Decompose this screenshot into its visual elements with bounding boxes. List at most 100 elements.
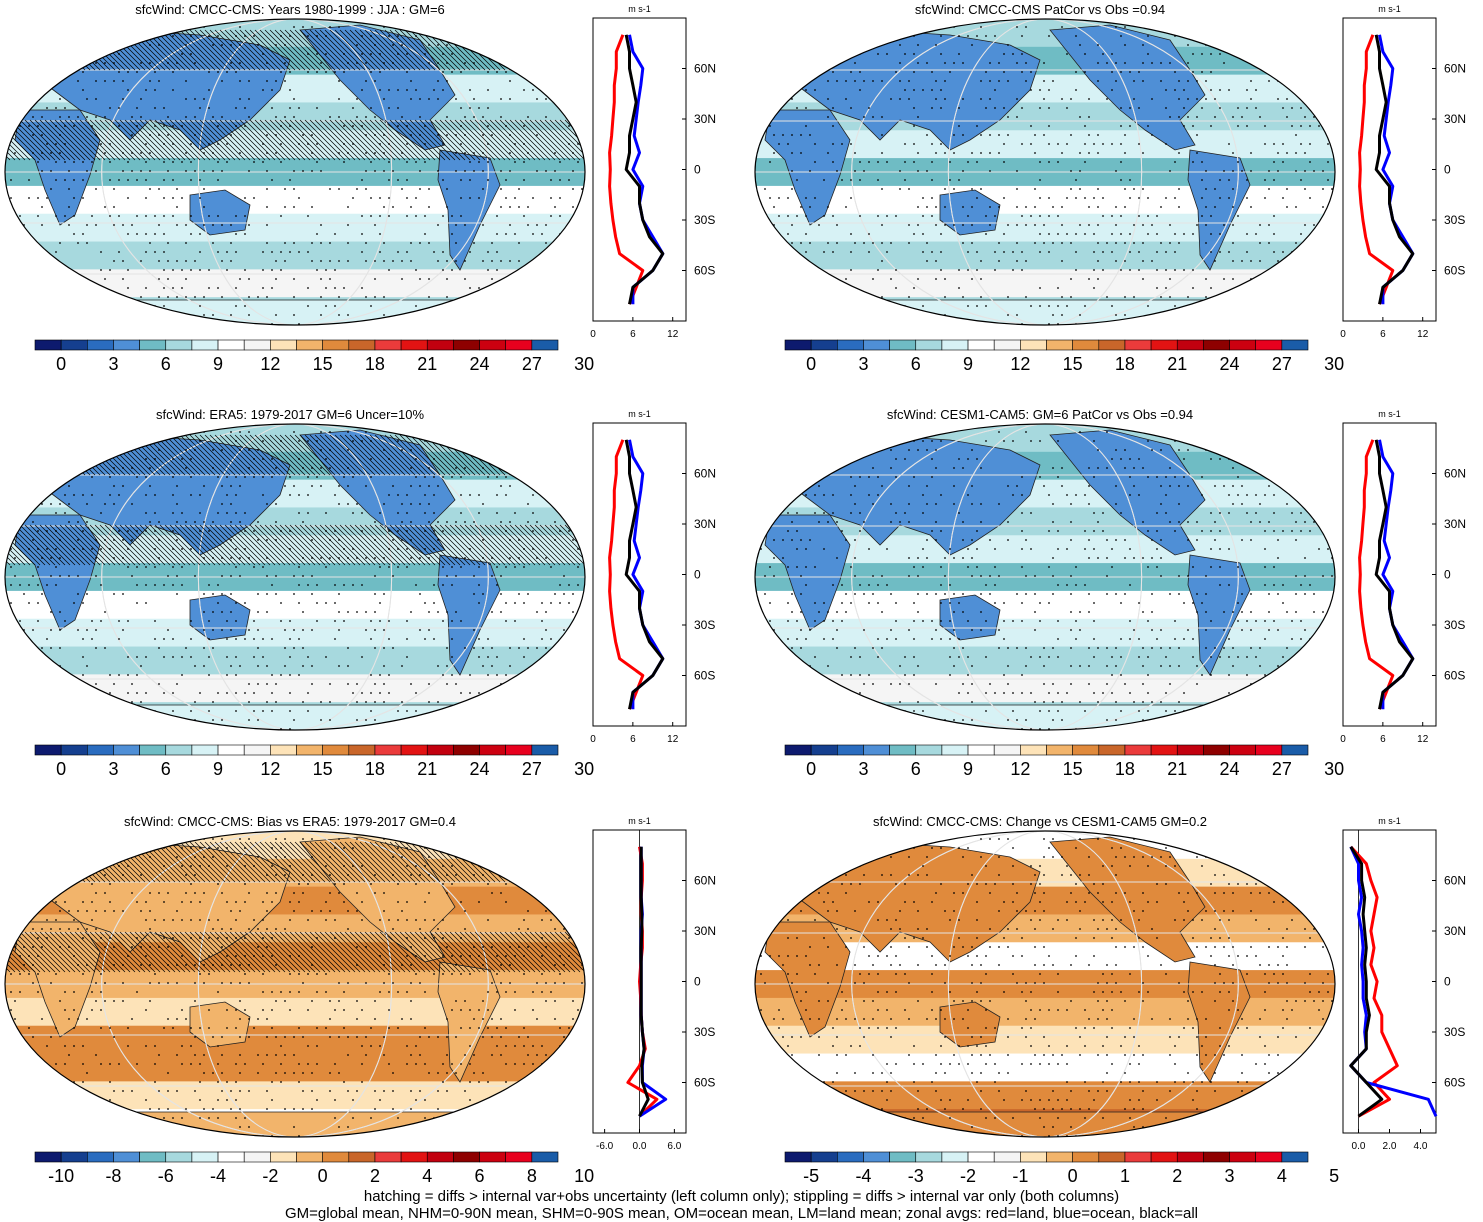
colorbar-tick-label: 27: [522, 354, 542, 374]
colorbar-segment: [244, 340, 270, 350]
zonal-lat-tick-label: 0: [694, 568, 701, 582]
colorbar-tick-label: 3: [858, 354, 868, 374]
zonal-lat-tick-label: 0: [694, 975, 701, 989]
colorbar-segment: [837, 745, 863, 755]
colorbar-tick-label: 0: [56, 354, 66, 374]
colorbar-segment: [506, 745, 532, 755]
colorbar-tick-label: 27: [522, 759, 542, 779]
colorbar-segment: [480, 745, 506, 755]
colorbar-segment: [1177, 745, 1203, 755]
zonal-lat-tick-label: 60N: [1444, 874, 1466, 888]
colorbar-segment: [270, 1152, 296, 1162]
colorbar-tick-label: 10: [574, 1166, 594, 1186]
zonal-x-tick-label: 0: [590, 734, 596, 745]
zonal-x-tick-label: 6: [1380, 734, 1386, 745]
colorbar-segment: [994, 1152, 1020, 1162]
colorbar-segment: [166, 745, 192, 755]
colorbar-tick-label: 2: [370, 1166, 380, 1186]
colorbar-segment: [837, 1152, 863, 1162]
colorbar-segment: [1020, 745, 1046, 755]
zonal-lat-tick-label: 60S: [694, 669, 715, 683]
zonal-x-tick-label: 12: [1417, 734, 1429, 745]
colorbar-segment: [61, 340, 87, 350]
zonal-lat-tick-label: 60S: [694, 1076, 715, 1090]
colorbar-segment: [1151, 745, 1177, 755]
colorbar-segment: [323, 1152, 349, 1162]
colorbar-segment: [480, 1152, 506, 1162]
colorbar-segment: [1125, 340, 1151, 350]
colorbar-segment: [785, 745, 811, 755]
colorbar-segment: [968, 1152, 994, 1162]
world-map: [0, 424, 625, 735]
colorbar-tick-label: 9: [213, 354, 223, 374]
world-map: [0, 831, 625, 1142]
colorbar-tick-label: 0: [318, 1166, 328, 1186]
colorbar-tick-label: 3: [858, 759, 868, 779]
colorbar-segment: [323, 745, 349, 755]
colorbar-segment: [453, 745, 479, 755]
zonal-units-label: m s-1: [628, 409, 651, 419]
colorbar-tick-label: 27: [1272, 759, 1292, 779]
zonal-lat-tick-label: 0: [1444, 163, 1451, 177]
colorbar-segment: [1151, 1152, 1177, 1162]
zonal-lat-tick-label: 60S: [1444, 264, 1465, 278]
colorbar-tick-label: -10: [48, 1166, 74, 1186]
zonal-lat-tick-label: 30S: [1444, 213, 1465, 227]
zonal-lat-tick-label: 60N: [1444, 62, 1466, 76]
colorbar-tick-label: 18: [1115, 354, 1135, 374]
panel-5: sfcWind: CMCC-CMS: Bias vs ERA5: 1979-20…: [0, 812, 740, 1217]
zonal-lat-tick-label: 60N: [1444, 467, 1466, 481]
zonal-lat-tick-label: 30S: [1444, 618, 1465, 632]
map-band: [755, 186, 1335, 215]
colorbar-tick-label: 30: [1324, 759, 1344, 779]
map-band: [5, 591, 585, 620]
colorbar-segment: [1256, 1152, 1282, 1162]
colorbar-segment: [1177, 1152, 1203, 1162]
colorbar-segment: [270, 340, 296, 350]
colorbar-segment: [1047, 340, 1073, 350]
zonal-lat-tick-label: 30N: [694, 517, 716, 531]
colorbar-segment: [994, 745, 1020, 755]
colorbar-segment: [375, 1152, 401, 1162]
colorbar-segment: [1177, 340, 1203, 350]
colorbar-segment: [427, 1152, 453, 1162]
colorbar-tick-label: 15: [1063, 759, 1083, 779]
colorbar-tick-label: 4: [1277, 1166, 1287, 1186]
colorbar-tick-label: -4: [855, 1166, 871, 1186]
colorbar-tick-label: 5: [1329, 1166, 1339, 1186]
colorbar-segment: [837, 340, 863, 350]
colorbar-tick-label: -2: [960, 1166, 976, 1186]
colorbar-segment: [192, 745, 218, 755]
colorbar-segment: [297, 1152, 323, 1162]
panel-1: sfcWind: CMCC-CMS: Years 1980-1999 : JJA…: [0, 0, 740, 405]
colorbar-segment: [1125, 1152, 1151, 1162]
colorbar-segment: [968, 745, 994, 755]
map-band: [5, 1054, 585, 1083]
colorbar-segment: [35, 745, 61, 755]
zonal-lat-tick-label: 30N: [694, 924, 716, 938]
colorbar-tick-label: 24: [470, 354, 490, 374]
colorbar-tick-label: 6: [161, 354, 171, 374]
zonal-lat-tick-label: 60S: [1444, 1076, 1465, 1090]
colorbar-tick-label: 15: [1063, 354, 1083, 374]
map-band: [5, 19, 585, 48]
colorbar-segment: [863, 1152, 889, 1162]
footer-line-2: GM=global mean, NHM=0-90N mean, SHM=0-90…: [0, 1205, 1483, 1222]
colorbar-segment: [1073, 745, 1099, 755]
colorbar-segment: [811, 745, 837, 755]
colorbar-segment: [506, 1152, 532, 1162]
colorbar-tick-label: 30: [574, 759, 594, 779]
colorbar-tick-label: -6: [158, 1166, 174, 1186]
zonal-lat-tick-label: 30S: [694, 213, 715, 227]
zonal-x-tick-label: 0: [590, 329, 596, 340]
panel-4: sfcWind: CESM1-CAM5: GM=6 PatCor vs Obs …: [750, 405, 1483, 810]
zonal-x-tick-label: 4.0: [1414, 1141, 1428, 1152]
colorbar-segment: [35, 1152, 61, 1162]
zonal-lat-tick-label: 0: [1444, 568, 1451, 582]
